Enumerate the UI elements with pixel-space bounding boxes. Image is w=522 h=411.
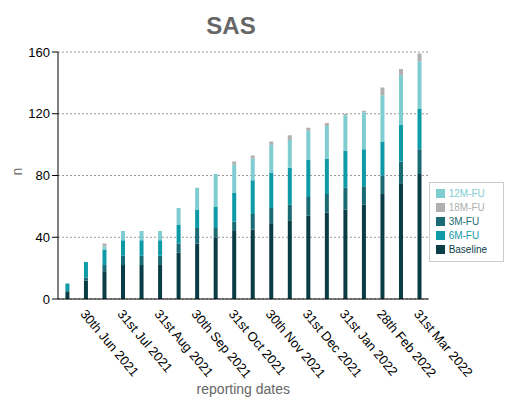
svg-text:31st Dec 2021: 31st Dec 2021 <box>299 306 366 381</box>
svg-text:30th Sep 2021: 30th Sep 2021 <box>188 306 255 381</box>
svg-text:reporting dates: reporting dates <box>197 381 290 397</box>
html-text:SAS: SAS <box>206 12 256 39</box>
svg-text:120: 120 <box>28 106 50 121</box>
svg-text:0: 0 <box>43 292 50 307</box>
svg-text:31st Mar 2022: 31st Mar 2022 <box>411 306 476 379</box>
html-text:6M-FU: 6M-FU <box>448 229 480 241</box>
svg-text:160: 160 <box>28 45 50 60</box>
svg-text:30th Jun 2021: 30th Jun 2021 <box>77 306 142 380</box>
html-text:3M-FU: 3M-FU <box>448 215 480 227</box>
svg-text:30th Nov 2021: 30th Nov 2021 <box>262 306 329 381</box>
html-text:12M-FU: 12M-FU <box>448 187 485 199</box>
svg-text:31st Jan 2022: 31st Jan 2022 <box>336 306 401 379</box>
svg-text:80: 80 <box>36 168 50 183</box>
svg-text:31st Jul 2021: 31st Jul 2021 <box>114 306 176 376</box>
svg-text:40: 40 <box>36 230 50 245</box>
html-text:18M-FU: 18M-FU <box>448 201 485 213</box>
svg-text:28th Feb 2022: 28th Feb 2022 <box>373 306 440 381</box>
svg-text:31st Oct 2021: 31st Oct 2021 <box>225 306 290 379</box>
svg-text:n: n <box>9 168 25 176</box>
svg-text:31st Aug 2021: 31st Aug 2021 <box>151 306 217 380</box>
html-text:Baseline: Baseline <box>448 243 487 255</box>
